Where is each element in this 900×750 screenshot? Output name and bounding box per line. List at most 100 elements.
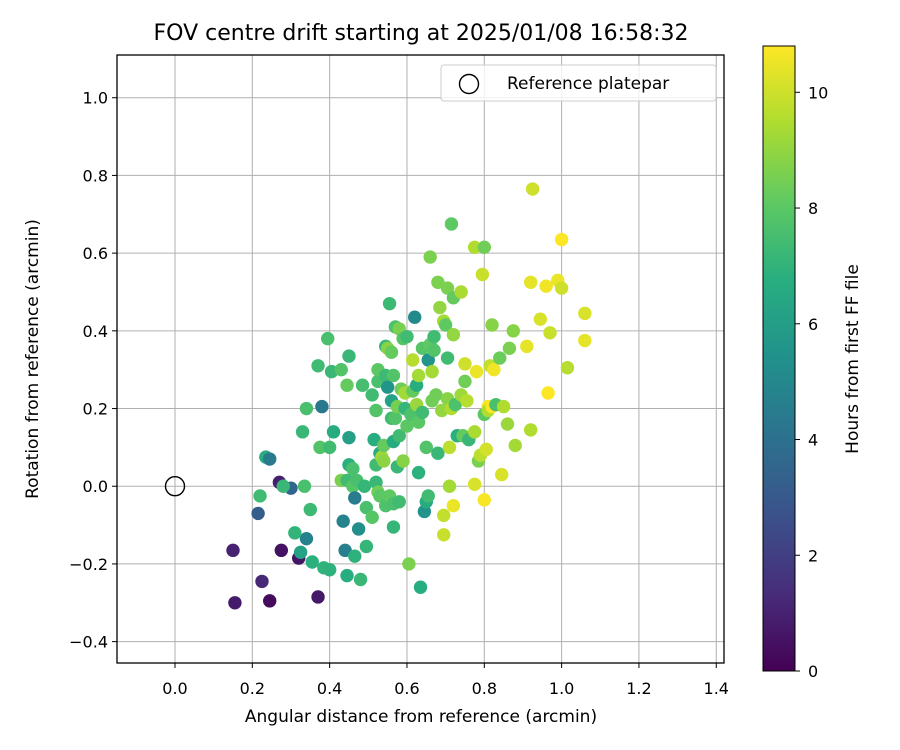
scatter-point	[448, 397, 462, 412]
scatter-point	[367, 432, 381, 447]
scatter-point	[506, 324, 520, 338]
y-axis-label: Rotation from reference (arcmin)	[23, 219, 43, 499]
scatter-point	[274, 543, 289, 558]
y-axis-ticks: −0.4 −0.2 0.0 0.2 0.4 0.6 0.8 1.0	[69, 89, 117, 652]
colorbar-tick-label: 2	[808, 546, 818, 565]
scatter-point	[425, 364, 439, 379]
scatter-point	[458, 357, 472, 371]
scatter-point	[539, 279, 553, 293]
scatter-point	[523, 275, 538, 289]
scatter-point	[446, 498, 461, 513]
scatter-point	[421, 353, 435, 367]
scatter-point	[313, 440, 327, 455]
y-tick-label: 0.4	[83, 322, 108, 341]
scatter-point	[322, 440, 337, 455]
scatter-point	[475, 267, 490, 282]
scatter-point	[431, 446, 445, 460]
scatter-point	[433, 300, 447, 315]
scatter-point	[392, 429, 406, 443]
scatter-point	[297, 479, 312, 493]
legend-box	[440, 64, 717, 102]
scatter-point	[311, 359, 325, 373]
scatter-point	[493, 351, 507, 365]
scatter-point	[411, 368, 426, 383]
scatter-point	[355, 378, 370, 392]
scatter-point	[288, 526, 302, 540]
scatter-point	[384, 345, 399, 359]
scatter-point	[578, 333, 592, 348]
scatter-point	[427, 343, 441, 357]
legend: Reference platepar	[440, 64, 717, 102]
scatter-point	[348, 491, 362, 505]
scatter-point	[477, 240, 491, 255]
scatter-point	[431, 275, 445, 289]
scatter-point	[377, 454, 391, 468]
colorbar-tick-label: 6	[808, 315, 818, 334]
scatter-point	[502, 341, 517, 356]
scatter-point	[440, 281, 455, 295]
scatter-point	[338, 543, 352, 558]
scatter-point	[299, 401, 314, 416]
x-tick-label: 0.0	[162, 679, 187, 698]
scatter-point	[263, 452, 277, 466]
scatter-point	[253, 489, 267, 503]
scatter-point	[438, 318, 453, 332]
scatter-point	[440, 351, 455, 365]
scatter-point	[334, 362, 348, 377]
chart-title: FOV centre drift starting at 2025/01/08 …	[154, 21, 689, 46]
scatter-point	[228, 596, 242, 610]
scatter-point	[251, 506, 265, 521]
scatter-point	[365, 388, 379, 402]
scatter-point	[322, 563, 337, 577]
scatter-point	[369, 403, 383, 418]
x-tick-label: 0.6	[394, 679, 419, 698]
scatter-point	[380, 380, 395, 394]
y-tick-label: 1.0	[83, 89, 108, 108]
x-tick-label: 0.4	[317, 679, 342, 698]
scatter-point	[402, 557, 416, 571]
x-tick-label: 1.4	[704, 679, 729, 698]
scatter-point	[400, 419, 414, 433]
y-tick-label: 0.2	[83, 400, 108, 419]
scatter-point	[460, 394, 474, 408]
scatter-point	[469, 364, 484, 379]
scatter-point	[554, 232, 569, 247]
scatter-point	[346, 462, 360, 476]
scatter-point	[342, 430, 356, 445]
scatter-point	[392, 495, 406, 509]
scatter-point	[373, 489, 387, 503]
scatter-point	[419, 440, 433, 455]
scatter-point	[494, 467, 509, 482]
scatter-point	[388, 411, 403, 425]
x-axis-label: Angular distance from reference (arcmin)	[245, 707, 597, 727]
scatter-point	[446, 328, 461, 342]
colorbar-label: Hours from first FF file	[843, 264, 863, 454]
scatter-points	[226, 182, 592, 610]
scatter-point	[523, 423, 538, 437]
scatter-point	[444, 217, 459, 231]
scatter-point	[295, 425, 310, 439]
scatter-point	[427, 329, 441, 344]
scatter-point	[382, 296, 397, 311]
gridlines	[117, 55, 724, 663]
scatter-point	[299, 531, 314, 546]
scatter-point	[357, 479, 372, 493]
scatter-point	[408, 310, 422, 324]
colorbar-ticks: 0 2 4 6 8 10	[795, 83, 828, 681]
scatter-point	[578, 306, 592, 321]
scatter-point	[454, 285, 468, 299]
scatter-point	[342, 349, 356, 363]
colorbar-tick-label: 4	[808, 431, 818, 450]
scatter-point	[303, 502, 318, 517]
scatter-point	[255, 574, 269, 589]
scatter-point	[496, 399, 511, 414]
scatter-point	[348, 549, 362, 563]
x-tick-label: 1.0	[549, 679, 574, 698]
scatter-point	[411, 465, 426, 480]
scatter-point	[326, 425, 341, 439]
scatter-point	[321, 331, 335, 346]
scatter-point	[467, 425, 482, 439]
scatter-point	[436, 528, 451, 542]
scatter-point	[315, 399, 329, 414]
colorbar	[762, 45, 796, 672]
